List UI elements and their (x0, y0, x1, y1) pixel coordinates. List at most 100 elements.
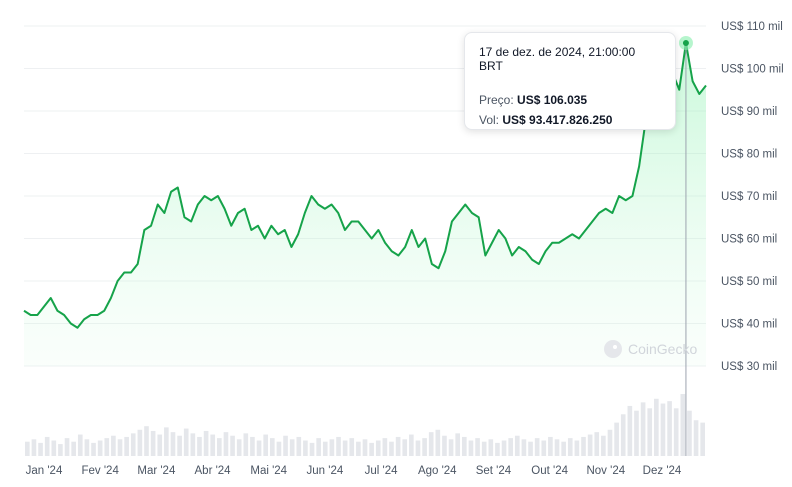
volume-bar (130, 433, 136, 456)
volume-bar (137, 429, 143, 456)
volume-bar (660, 403, 666, 456)
volume-bar (395, 436, 401, 456)
volume-bar (97, 440, 103, 456)
volume-bar (468, 440, 474, 456)
volume-bar (475, 438, 480, 456)
volume-bar (144, 426, 149, 456)
volume-bar (634, 410, 639, 456)
volume-bar (51, 440, 57, 456)
volume-bar (402, 439, 408, 456)
tooltip-volume-label: Vol: (479, 113, 500, 127)
y-tick-label: US$ 50 mil (721, 276, 777, 288)
volume-bar (256, 440, 262, 456)
volume-bar (673, 408, 679, 456)
volume-bar (296, 436, 302, 456)
x-tick-label: Jun '24 (307, 465, 344, 477)
volume-bar (541, 440, 547, 456)
tooltip-price-row: Preço: US$ 106.035 (479, 93, 661, 107)
tooltip-date: 17 de dez. de 2024, 21:00:00 BRT (479, 45, 636, 73)
volume-bar (521, 439, 527, 456)
volume-bar (442, 435, 447, 456)
tooltip-volume-row: Vol: US$ 93.417.826.250 (479, 113, 661, 127)
volume-bar (316, 438, 321, 456)
volume-bar (574, 440, 580, 456)
volume-bar (322, 441, 328, 456)
volume-bar (607, 429, 613, 456)
volume-bar (164, 427, 169, 456)
volume-bar (91, 442, 96, 456)
volume-bar (548, 436, 553, 456)
hover-point (682, 40, 689, 46)
volume-bar (654, 398, 659, 456)
volume-bar (528, 441, 533, 456)
x-tick-label: Mar '24 (137, 465, 176, 477)
x-tick-label: Nov '24 (586, 465, 625, 477)
volume-bar (230, 435, 235, 456)
volume-bar (481, 441, 487, 456)
x-tick-label: Abr '24 (195, 465, 232, 477)
volume-bar (375, 440, 381, 456)
volume-bar (170, 432, 176, 456)
volume-bar (342, 440, 348, 456)
volume-bar (71, 441, 76, 456)
volume-bar (435, 429, 441, 456)
volume-bar (627, 405, 633, 456)
volume-bar (369, 442, 374, 456)
coingecko-watermark: CoinGecko (604, 340, 697, 358)
volume-bar (38, 442, 43, 456)
price-area-fill (24, 43, 706, 366)
volume-bar (508, 438, 513, 456)
volume-bar (667, 401, 672, 456)
volume-bar (700, 422, 706, 456)
volume-bar (422, 438, 427, 456)
volume-bar (303, 440, 308, 456)
volume-bar (217, 438, 222, 456)
x-tick-label: Jan '24 (26, 465, 63, 477)
volume-bar (462, 436, 467, 456)
price-line (23, 42, 707, 329)
volume-bar (693, 420, 699, 456)
volume-bar (223, 432, 229, 456)
volume-bar (44, 436, 50, 456)
volume-bar (514, 435, 520, 456)
volume-bar (640, 402, 646, 456)
volume-bar (190, 433, 196, 456)
x-tick-label: Jul '24 (365, 465, 398, 477)
volume-bar (58, 444, 63, 456)
volume-bar (64, 438, 70, 456)
volume-bar (415, 440, 421, 456)
tooltip-price-label: Preço: (479, 93, 514, 107)
volume-bar (197, 436, 202, 456)
volume-bar (448, 439, 454, 456)
x-tick-label: Ago '24 (418, 465, 457, 477)
volume-bar (581, 436, 586, 456)
hover-marker-layer (678, 36, 693, 456)
tooltip-volume-value: US$ 93.417.826.250 (502, 113, 613, 127)
volume-bar (236, 439, 242, 456)
y-tick-label: US$ 110 mil (721, 21, 783, 33)
volume-bar (250, 436, 255, 456)
y-tick-label: US$ 90 mil (721, 106, 777, 118)
y-tick-label: US$ 80 mil (721, 149, 777, 161)
volume-bar (269, 438, 275, 456)
volume-bar (24, 441, 30, 456)
x-tick-label: Dez '24 (643, 465, 682, 477)
volume-bar (382, 438, 388, 456)
volume-bar (601, 435, 606, 456)
volume-bar (157, 434, 163, 456)
price-tooltip: 17 de dez. de 2024, 21:00:00 BRT Preço: … (464, 32, 676, 130)
volume-bar (428, 432, 434, 456)
volume-bar (534, 438, 540, 456)
volume-bar (356, 441, 361, 456)
volume-bar (336, 436, 341, 456)
volume-bar (309, 442, 315, 456)
y-axis-ticks: US$ 30 mil US$ 40 mil US$ 50 mil US$ 60 mil… (721, 21, 784, 373)
y-tick-label: US$ 100 mil (721, 64, 784, 76)
volume-bar (150, 430, 156, 456)
watermark-text: CoinGecko (628, 341, 698, 357)
volume-bar (647, 408, 653, 456)
volume-bar (203, 430, 209, 456)
volume-bars (24, 394, 706, 456)
